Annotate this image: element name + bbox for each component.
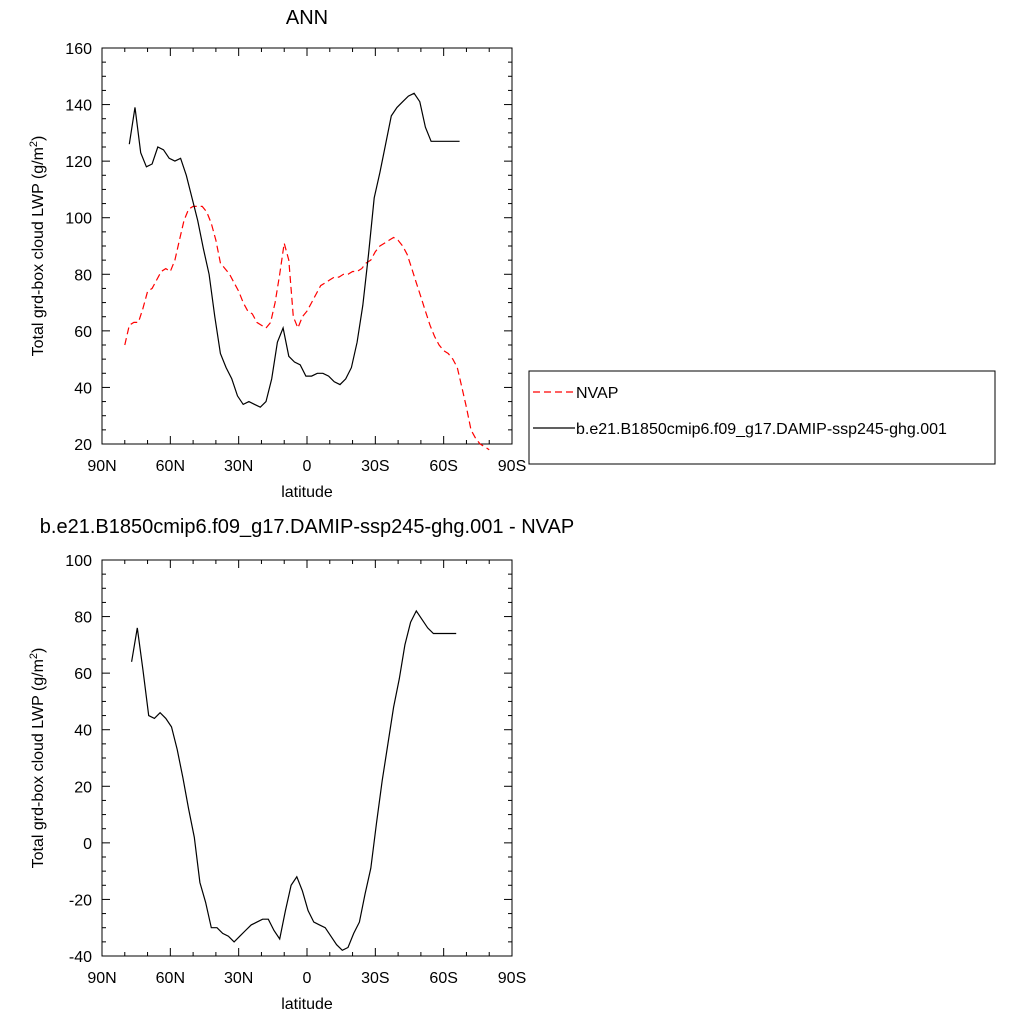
y-axis-label-main: Total grd-box cloud LWP (g/m [30,659,47,868]
y-tick-label: 0 [83,836,92,853]
y-tick-label: -40 [69,949,92,966]
x-tick-label: 60N [156,970,185,987]
y-tick-label: 20 [74,437,92,454]
series-line-0 [124,205,490,451]
y-tick-label: 80 [74,267,92,284]
y-tick-label: 40 [74,380,92,397]
y-tick-label: 100 [65,553,92,570]
x-tick-label: 90S [498,970,526,987]
x-tick-label: 0 [303,970,312,987]
y-tick-label: -20 [69,892,92,909]
x-tick-label: 30N [224,970,253,987]
y-axis-label-close: ) [30,648,47,653]
legend-label-1: b.e21.B1850cmip6.f09_g17.DAMIP-ssp245-gh… [576,421,947,438]
x-tick-label: 30N [224,458,253,475]
top-panel: ANN 90N 60N 30N 0 30S 60S 90S 20 40 60 80 100 120 140 1… [28,7,996,501]
plot-frame [101,47,513,445]
series-line-0 [131,609,457,952]
plot-frame [101,559,513,957]
y-tick-label: 60 [74,324,92,341]
chart-title: ANN [286,7,328,29]
y-axis-label: Total grd-box cloud LWP (g/m2) [28,136,47,357]
series-line-1 [128,92,460,408]
y-tick-label: 140 [65,98,92,115]
y-axis-label-close: ) [30,136,47,141]
x-tick-label: 90N [87,458,116,475]
x-tick-label: 60N [156,458,185,475]
y-tick-label: 160 [65,41,92,58]
x-tick-label: 0 [303,458,312,475]
y-tick-label: 20 [74,779,92,796]
x-tick-label: 60S [429,458,457,475]
x-axis-label: latitude [281,996,333,1013]
chart-title: b.e21.B1850cmip6.f09_g17.DAMIP-ssp245-gh… [40,516,574,538]
x-tick-label: 90S [498,458,526,475]
y-tick-label: 80 [74,610,92,627]
y-axis-label-main: Total grd-box cloud LWP (g/m [30,147,47,356]
y-axis-label-sup: 2 [28,141,40,147]
y-axis-label-sup: 2 [28,653,40,659]
x-tick-label: 60S [429,970,457,987]
x-tick-label: 90N [87,970,116,987]
legend-box [528,370,996,465]
y-axis-label: Total grd-box cloud LWP (g/m2) [28,648,47,869]
y-tick-label: 100 [65,211,92,228]
x-axis-label: latitude [281,484,333,501]
y-tick-label: 40 [74,723,92,740]
y-tick-label: 60 [74,666,92,683]
y-tick-label: 120 [65,154,92,171]
x-tick-label: 30S [361,458,389,475]
bottom-panel: b.e21.B1850cmip6.f09_g17.DAMIP-ssp245-gh… [28,516,574,1013]
legend-label-0: NVAP [576,385,618,402]
x-tick-label: 30S [361,970,389,987]
